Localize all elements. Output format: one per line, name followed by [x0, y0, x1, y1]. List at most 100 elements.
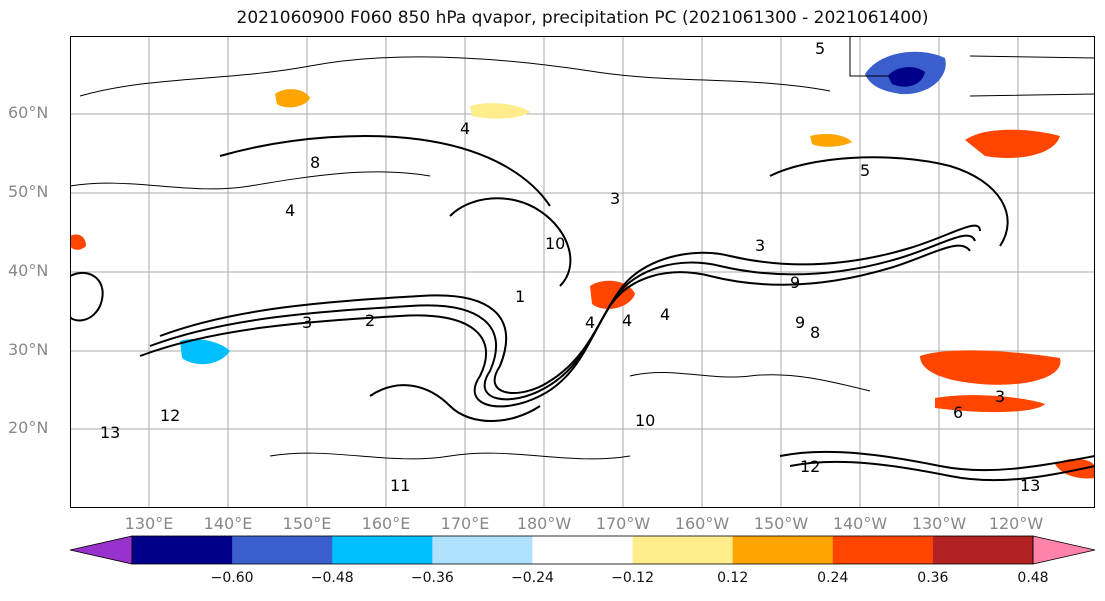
- contour-line-8: [219, 135, 551, 207]
- thin-contours: [70, 36, 1095, 460]
- lon-label-150w: 150°W: [753, 514, 809, 533]
- map-panel: 5 4 5 8 3 4 2 3 10 1 4 4 4 9 8 3 9 12 13…: [70, 36, 1095, 508]
- colorbar-segment: [532, 536, 634, 564]
- contour-label: 2: [365, 311, 375, 330]
- colorbar-tick-label: −0.12: [611, 570, 654, 586]
- thin-contour-3: [629, 371, 871, 392]
- contour-line-5: [779, 450, 1095, 472]
- colorbar-segment: [932, 536, 1034, 564]
- thin-contour-1: [79, 56, 831, 97]
- contour-label: 4: [622, 311, 632, 330]
- thin-contour-4: [269, 452, 631, 460]
- colorbar-frame: [131, 535, 1034, 565]
- lon-label-140e: 140°E: [203, 514, 253, 533]
- precip-shading: [70, 51, 1095, 479]
- lat-label-50n: 50°N: [8, 182, 49, 201]
- lat-label-20n: 20°N: [8, 418, 49, 437]
- contour-label: 11: [390, 476, 410, 495]
- colorbar-segment: [332, 536, 433, 564]
- contour-label: 9: [790, 273, 800, 292]
- precip-blob-yellow-1: [470, 103, 530, 119]
- precip-blob-west-edge: [70, 234, 86, 250]
- lat-label-60n: 60°N: [8, 103, 49, 122]
- precip-blob-east-pacific: [1055, 458, 1095, 479]
- colorbar-tick-label: 0.48: [1017, 570, 1049, 586]
- lat-label-40n: 40°N: [8, 261, 49, 280]
- contours: [70, 135, 1095, 482]
- map-frame: [70, 36, 1095, 508]
- precip-blob-mexico: [920, 350, 1061, 385]
- contour-labels: 5 4 5 8 3 4 2 3 10 1 4 4 4 9 8 3 9 12 13…: [100, 39, 1040, 495]
- colorbar-tick-label: 0.24: [817, 570, 849, 586]
- lon-label-120w: 120°W: [988, 514, 1044, 533]
- contour-line-10: [449, 197, 572, 287]
- contour-label: 9: [795, 313, 805, 332]
- colorbar-tick-label: 0.12: [717, 570, 749, 586]
- contour-label: 10: [545, 234, 565, 253]
- contour-label: 3: [995, 387, 1005, 406]
- lon-label-150e: 150°E: [282, 514, 332, 533]
- chart-title: 2021060900 F060 850 hPa qvapor, precipit…: [236, 8, 929, 28]
- colorbar-segment: [732, 536, 834, 564]
- contour-line-4: [369, 384, 541, 422]
- contour-line-6: [789, 460, 1095, 482]
- map-svg: 5 4 5 8 3 4 2 3 10 1 4 4 4 9 8 3 9 12 13…: [70, 36, 1095, 508]
- colorbar-tick-label: −0.48: [310, 570, 354, 586]
- precip-blob-alaska-core: [888, 67, 925, 87]
- lon-label-170w: 170°W: [595, 514, 651, 533]
- colorbar-segment: [132, 536, 233, 564]
- precip-blob-mexico-south: [935, 395, 1045, 413]
- contour-label: 10: [635, 411, 655, 430]
- colorbar-tick-label: 0.36: [917, 570, 949, 586]
- contour-label: 5: [815, 39, 825, 58]
- contour-label: 6: [953, 403, 963, 422]
- contour-label: 4: [585, 313, 595, 332]
- contour-label: 4: [660, 305, 670, 324]
- contour-label: 13: [100, 423, 120, 442]
- precip-blob-east-china: [180, 339, 230, 365]
- colorbar-segment: [832, 536, 934, 564]
- contour-label: 5: [860, 161, 870, 180]
- colorbar-tick-label: −0.36: [410, 570, 454, 586]
- thin-coastline: [969, 55, 1095, 97]
- lon-label-160e: 160°E: [361, 514, 411, 533]
- colorbar-extend-low: [69, 535, 133, 565]
- contour-line-9: [70, 271, 104, 322]
- contour-line-2: [149, 234, 976, 401]
- contour-label: 4: [285, 201, 295, 220]
- colorbar-segment: [632, 536, 734, 564]
- contour-line-1: [139, 244, 971, 408]
- colorbar: [69, 535, 1096, 565]
- colorbar-tick-label: −0.60: [210, 570, 254, 586]
- colorbar-segment: [232, 536, 333, 564]
- contour-label: 12: [160, 406, 180, 425]
- contour-line-7: [769, 156, 1009, 247]
- precip-blob-central: [590, 280, 635, 309]
- gridlines: [70, 36, 1095, 508]
- contour-label: 1: [515, 287, 525, 306]
- colorbar-extend-high: [1032, 535, 1096, 565]
- contour-label: 3: [755, 236, 765, 255]
- lon-label-130e: 130°E: [124, 514, 174, 533]
- contour-label: 12: [800, 457, 820, 476]
- contour-label: 8: [310, 153, 320, 172]
- precip-blob-orange-2: [810, 134, 852, 147]
- contour-line-3: [159, 224, 981, 394]
- lon-label-180w: 180°W: [516, 514, 572, 533]
- lon-label-140w: 140°W: [832, 514, 888, 533]
- lon-label-130w: 130°W: [911, 514, 967, 533]
- lon-label-170e: 170°E: [440, 514, 490, 533]
- contour-label: 4: [460, 119, 470, 138]
- thin-border: [849, 36, 890, 77]
- colorbar-segment: [432, 536, 533, 564]
- contour-label: 13: [1020, 476, 1040, 495]
- contour-label: 8: [810, 323, 820, 342]
- lat-label-30n: 30°N: [8, 340, 49, 359]
- precip-blob-canada: [965, 129, 1060, 158]
- contour-label: 3: [302, 313, 312, 332]
- precip-blob-siberia: [275, 89, 310, 108]
- lon-label-160w: 160°W: [674, 514, 730, 533]
- contour-label: 3: [610, 189, 620, 208]
- colorbar-tick-label: −0.24: [510, 570, 554, 586]
- thin-contour-2: [70, 171, 431, 190]
